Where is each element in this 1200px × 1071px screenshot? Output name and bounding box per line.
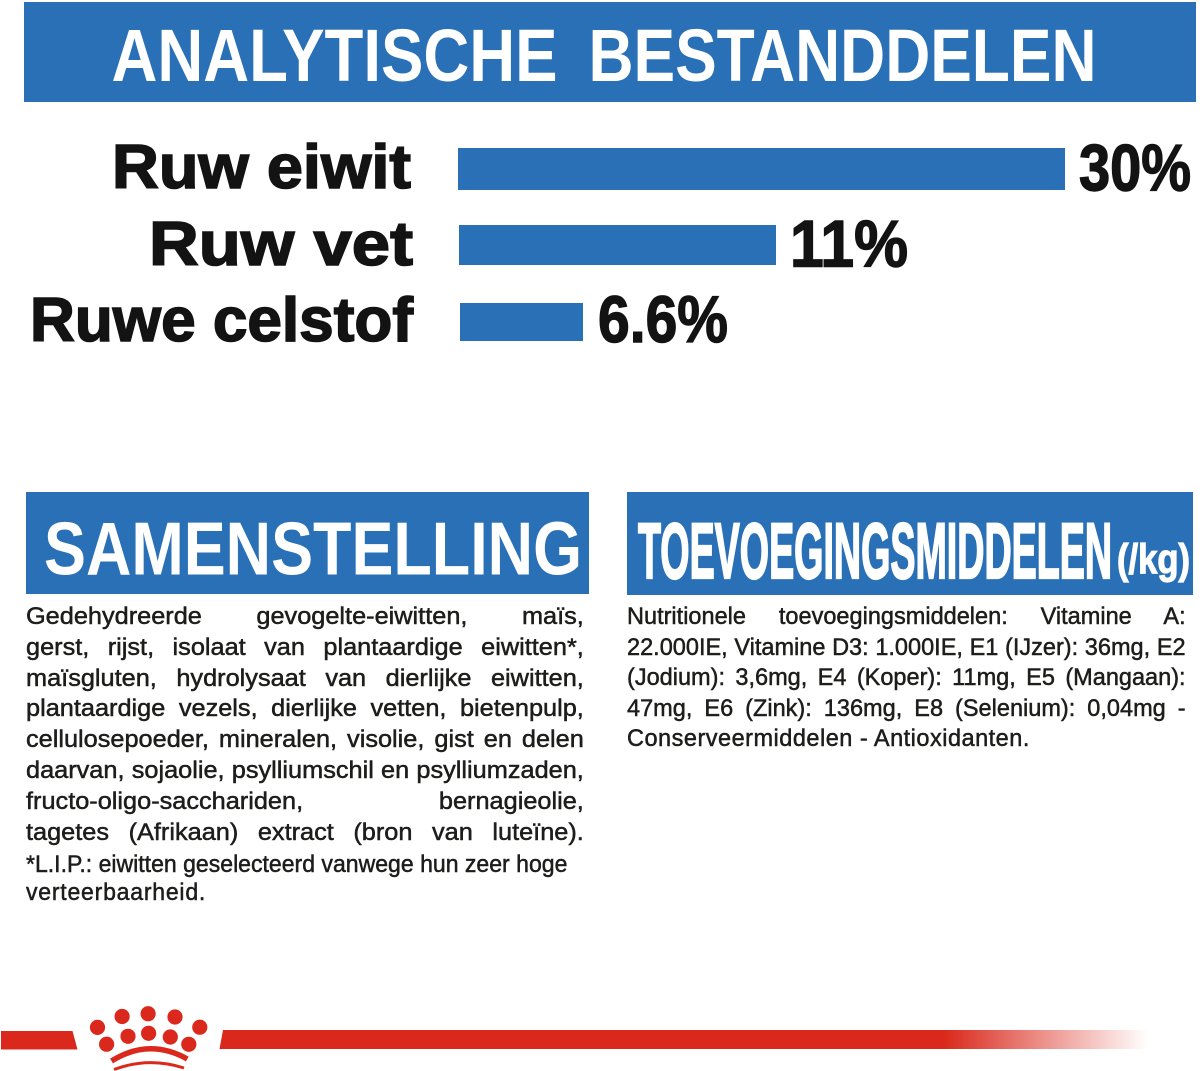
svg-text:Ruw vet: Ruw vet: [149, 209, 413, 279]
svg-text:SAMENSTELLING: SAMENSTELLING: [44, 507, 582, 591]
svg-text:11%: 11%: [790, 207, 908, 280]
svg-text:BESTANDDELEN: BESTANDDELEN: [589, 14, 1097, 97]
svg-text:6.6%: 6.6%: [598, 283, 728, 356]
svg-text:(/kg): (/kg): [1117, 536, 1190, 583]
svg-text:30%: 30%: [1079, 131, 1191, 204]
svg-text:TOEVOEGINGSMIDDELEN: TOEVOEGINGSMIDDELEN: [638, 506, 1112, 595]
svg-text:ANALYTISCHE: ANALYTISCHE: [112, 14, 558, 97]
svg-text:Ruw eiwit: Ruw eiwit: [112, 132, 411, 202]
svg-text:Ruwe celstof: Ruwe celstof: [30, 285, 413, 355]
